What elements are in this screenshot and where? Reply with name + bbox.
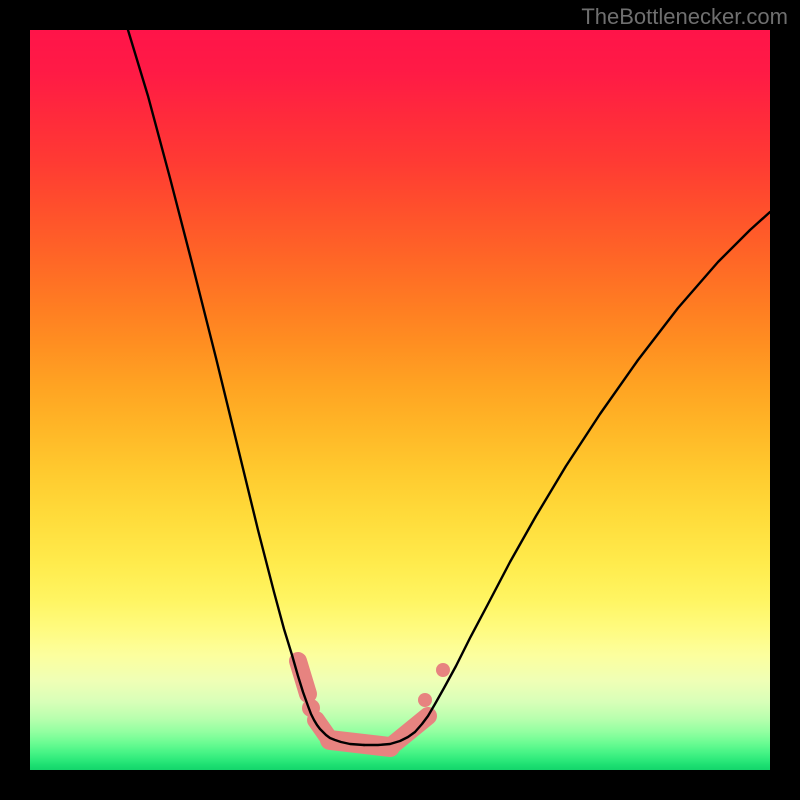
- chart-panel: [30, 30, 770, 770]
- stage: TheBottlenecker.com: [0, 0, 800, 800]
- watermark-text: TheBottlenecker.com: [581, 4, 788, 30]
- background-gradient: [30, 30, 770, 770]
